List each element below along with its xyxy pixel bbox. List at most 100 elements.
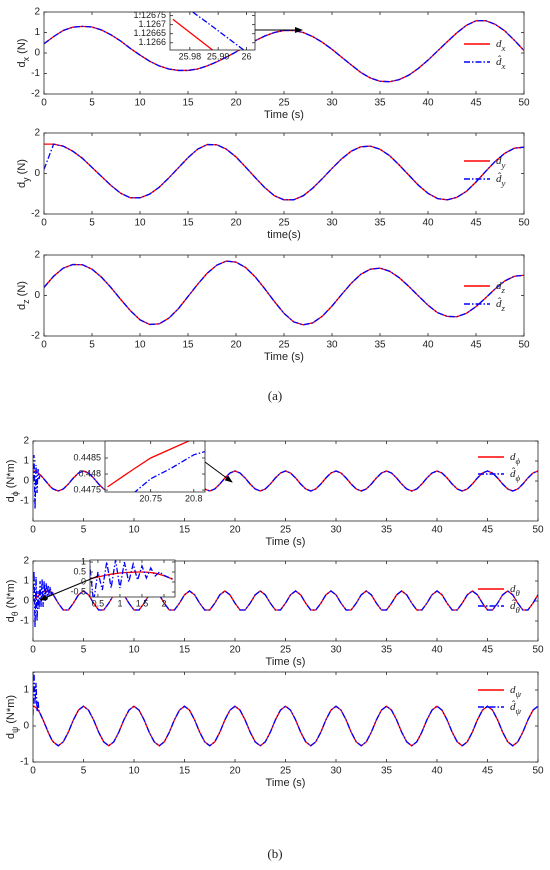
x-tick-label: 20 — [230, 218, 242, 229]
x-tick-label: 40 — [422, 98, 434, 109]
y-tick-label: 1.12675 — [133, 10, 166, 20]
legend-label: dθ — [510, 583, 521, 598]
y-tick-label: -0.5 — [70, 586, 86, 596]
y-tick-label: -1 — [20, 496, 29, 507]
plot-area — [105, 441, 205, 492]
series-line — [33, 454, 538, 510]
x-tick-label: 20 — [229, 645, 241, 656]
legend-label: d̂ψ — [510, 699, 522, 716]
x-tick-label: 0 — [41, 218, 47, 229]
y-tick-label: 0 — [81, 576, 86, 586]
y-tick-label: -1 — [20, 616, 29, 627]
x-axis-label: Time (s) — [266, 536, 306, 548]
y-tick-label: -1 — [31, 68, 40, 79]
x-tick-label: 10 — [134, 98, 146, 109]
x-tick-label: 20 — [229, 766, 241, 777]
y-tick-label: 2 — [34, 7, 40, 18]
x-axis-label: time(s) — [267, 229, 301, 241]
x-tick-label: 0 — [41, 98, 47, 109]
x-tick-label: 5 — [81, 766, 87, 777]
x-tick-label: 35 — [381, 525, 393, 536]
x-tick-label: 20 — [229, 525, 241, 536]
y-tick-label: 2 — [34, 250, 40, 261]
x-tick-label: 30 — [326, 340, 338, 351]
x-tick-label: 40 — [422, 340, 434, 351]
y-tick-label: 1 — [81, 556, 86, 566]
y-tick-label: 0 — [34, 290, 40, 301]
y-tick-label: 0.5 — [73, 566, 86, 576]
x-tick-label: 15 — [179, 645, 191, 656]
plot-area — [44, 12, 524, 94]
x-tick-label: 20.8 — [185, 493, 203, 503]
arrows — [39, 27, 303, 601]
x-axis-label: Time (s) — [266, 777, 306, 789]
x-tick-label: 1.5 — [136, 598, 149, 608]
x-tick-label: 0.5 — [92, 598, 105, 608]
legend-label: dx — [496, 38, 506, 53]
x-tick-label: 0 — [30, 525, 36, 536]
x-tick-label: 0 — [30, 645, 36, 656]
legend-label: dϕ — [510, 451, 521, 466]
x-tick-label: 15 — [182, 340, 194, 351]
y-tick-label: 1 — [23, 685, 29, 696]
x-tick-label: 45 — [482, 645, 494, 656]
plot-area — [33, 672, 538, 762]
y-tick-label: 1 — [23, 576, 29, 587]
y-tick-label: 2 — [23, 556, 29, 567]
x-tick-label: 35 — [381, 766, 393, 777]
x-tick-label: 35 — [381, 645, 393, 656]
y-tick-label: 1.12665 — [133, 28, 166, 38]
y-tick-label: -1 — [20, 757, 29, 768]
legend-label: d̂ϕ — [510, 466, 521, 483]
x-tick-label: 50 — [518, 98, 530, 109]
x-tick-label: 5 — [81, 645, 87, 656]
y-tick-label: -2 — [31, 209, 40, 220]
series-line — [44, 143, 524, 201]
x-tick-label: 2 — [161, 598, 166, 608]
y-axis-label: dψ (N*m) — [5, 695, 20, 739]
x-tick-label: 20.75 — [139, 493, 162, 503]
x-tick-label: 50 — [532, 766, 544, 777]
arrow — [39, 575, 99, 601]
x-tick-label: 40 — [422, 218, 434, 229]
x-tick-label: 15 — [182, 218, 194, 229]
y-axis-label: dθ (N*m) — [5, 580, 20, 623]
y-tick-label: 0 — [34, 48, 40, 59]
x-tick-label: 35 — [374, 98, 386, 109]
series-line — [44, 260, 524, 326]
y-tick-label: 1 — [34, 27, 40, 38]
legend-label: d̂y — [496, 171, 506, 188]
x-tick-label: 25 — [280, 766, 292, 777]
x-tick-label: 40 — [431, 525, 443, 536]
axes-box — [104, 440, 206, 493]
x-tick-label: 5 — [89, 218, 95, 229]
x-tick-label: 5 — [89, 98, 95, 109]
axes-box — [89, 559, 176, 598]
x-tick-label: 0 — [30, 766, 36, 777]
legend-label: dψ — [510, 684, 522, 699]
x-tick-label: 10 — [128, 525, 140, 536]
series-line — [107, 441, 191, 488]
x-tick-label: 25 — [280, 645, 292, 656]
legend-label: d̂z — [496, 296, 506, 313]
x-tick-label: 15 — [182, 98, 194, 109]
x-tick-label: 30 — [330, 525, 342, 536]
x-tick-label: 26 — [241, 51, 251, 61]
plot-area — [44, 133, 524, 214]
x-tick-label: 50 — [532, 645, 544, 656]
x-tick-label: 5 — [89, 340, 95, 351]
y-axis-label: dϕ (N*m) — [5, 460, 20, 503]
series-line — [192, 12, 245, 50]
x-tick-label: 0 — [41, 340, 47, 351]
y-tick-label: -2 — [31, 89, 40, 100]
x-tick-label: 1 — [117, 598, 122, 608]
x-tick-label: 45 — [482, 525, 494, 536]
x-tick-label: 30 — [330, 766, 342, 777]
x-tick-label: 25.99 — [207, 51, 230, 61]
axes-box — [169, 11, 256, 51]
x-tick-label: 30 — [326, 218, 338, 229]
